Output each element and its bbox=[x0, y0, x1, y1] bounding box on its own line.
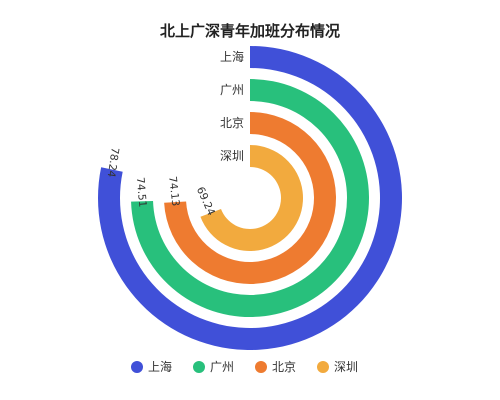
legend-label-series-1: 上海 bbox=[148, 359, 172, 374]
data-label-series-2: 74.51 bbox=[134, 177, 149, 208]
legend-item-series-1[interactable]: 上海 bbox=[131, 359, 172, 374]
legend-marker-series-3 bbox=[255, 361, 267, 373]
radial-bar-series-4[interactable] bbox=[200, 145, 303, 252]
radial-bar-series-3[interactable] bbox=[164, 112, 337, 284]
category-label-series-3: 北京 bbox=[220, 116, 244, 130]
bars-layer: 78.24 74.51 74.13 69.24 bbox=[97, 46, 402, 351]
data-label-series-4: 69.24 bbox=[194, 185, 217, 218]
category-label-series-2: 广州 bbox=[220, 83, 244, 97]
legend-marker-series-2 bbox=[193, 361, 205, 373]
data-label-series-3: 74.13 bbox=[166, 176, 181, 207]
legend-item-series-3[interactable]: 北京 bbox=[255, 360, 296, 374]
legend-marker-series-1 bbox=[131, 361, 143, 373]
chart-title: 北上广深青年加班分布情况 bbox=[160, 22, 340, 40]
legend: 上海 广州 北京 深圳 bbox=[131, 359, 358, 374]
category-label-series-1: 上海 bbox=[220, 49, 244, 64]
category-label-series-4: 深圳 bbox=[220, 149, 244, 163]
legend-marker-series-4 bbox=[317, 361, 329, 373]
legend-label-series-3: 北京 bbox=[272, 360, 296, 374]
data-label-series-1: 78.24 bbox=[105, 147, 121, 179]
legend-label-series-4: 深圳 bbox=[334, 360, 358, 374]
legend-item-series-2[interactable]: 广州 bbox=[193, 360, 234, 374]
legend-item-series-4[interactable]: 深圳 bbox=[317, 360, 358, 374]
legend-label-series-2: 广州 bbox=[210, 360, 234, 374]
